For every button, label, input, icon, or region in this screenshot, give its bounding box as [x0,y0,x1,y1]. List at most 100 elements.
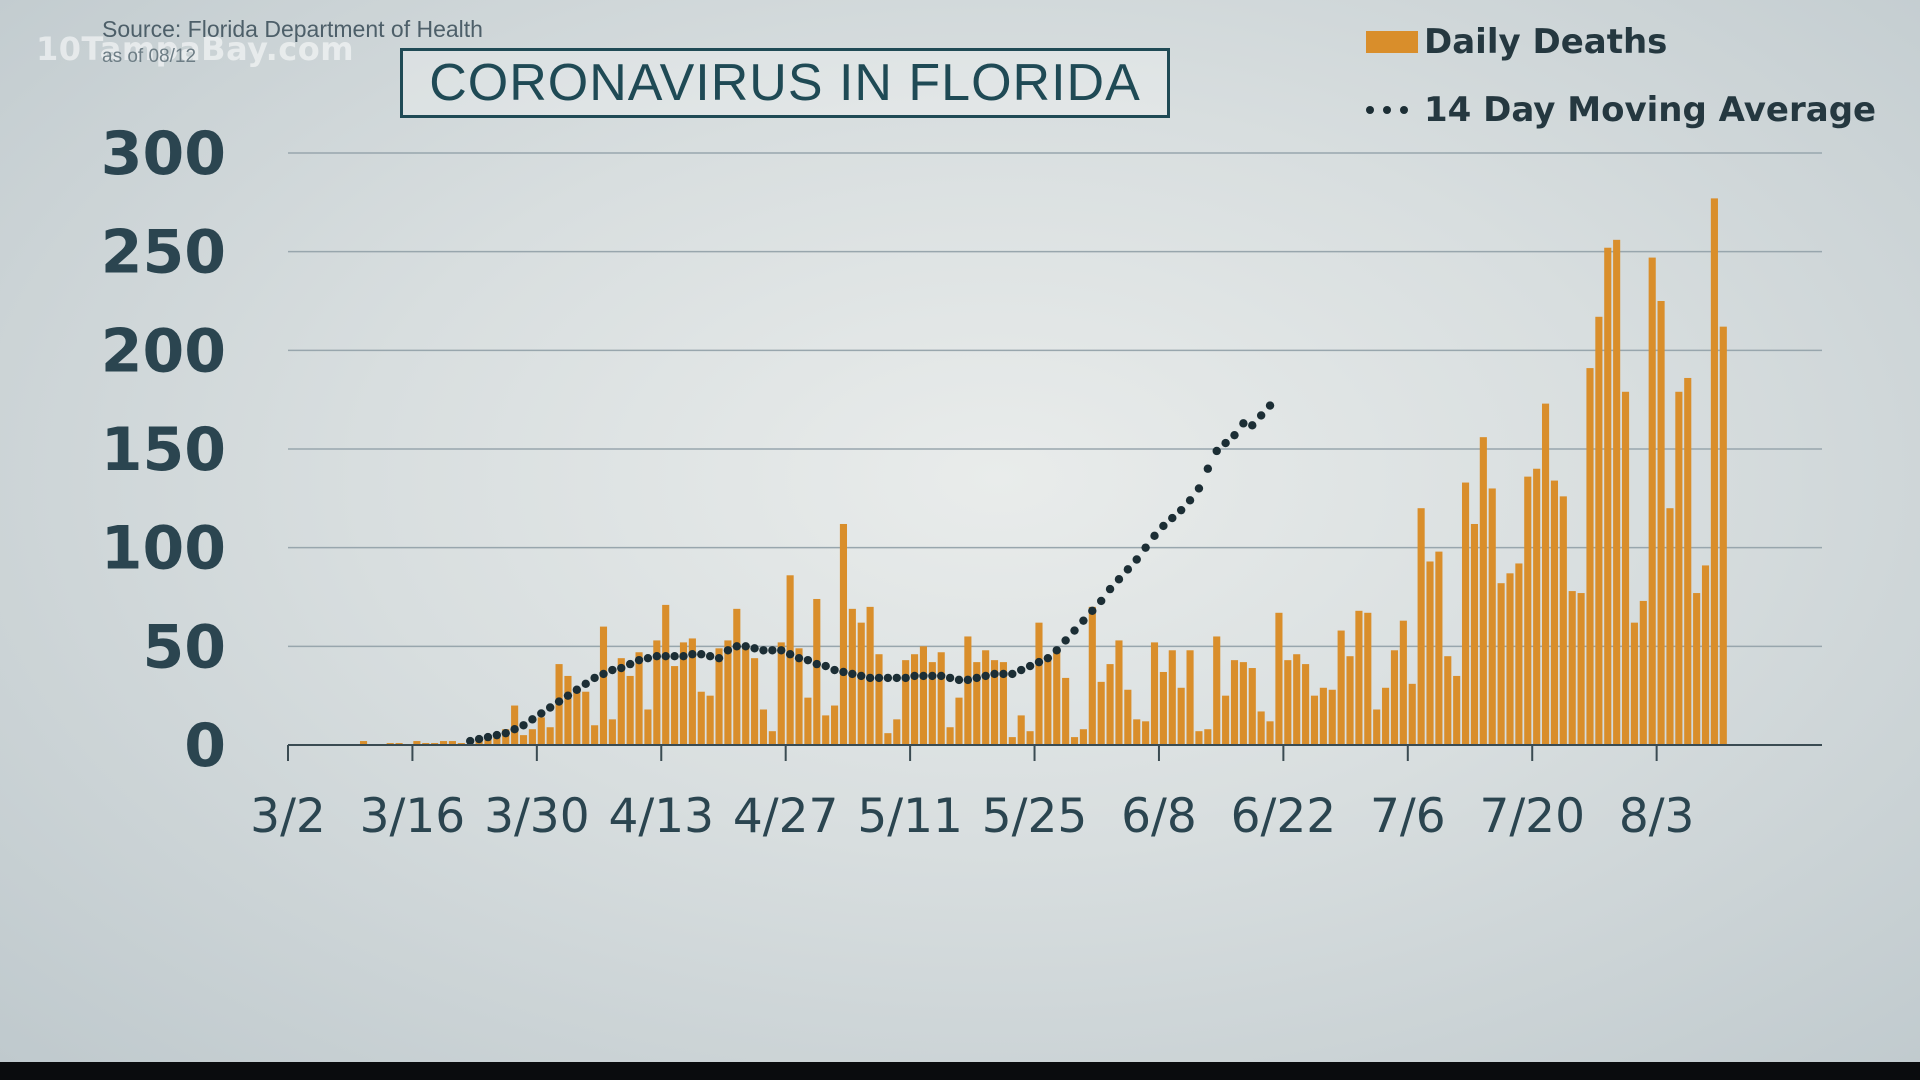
bar-day-58 [804,697,812,745]
source-label: Source: Florida Department of Health [102,16,483,42]
bar-day-38 [626,675,634,745]
y-tick-label-300: 300 [101,119,226,189]
bar-day-108 [1248,668,1256,745]
bar-day-82 [1017,715,1025,745]
bar-day-141 [1541,403,1550,745]
bar-day-140 [1533,468,1541,745]
y-tick-labels: 0 50 100 150 200 250 300 [101,119,226,781]
bar-day-88 [1070,737,1079,745]
bar-series [359,198,1727,746]
bar-day-107 [1239,662,1247,745]
avg-point-66 [874,673,884,683]
avg-point-30 [554,697,564,706]
bar-day-114 [1302,664,1310,745]
avg-point-72 [928,671,937,681]
bottom-letterbox [0,1062,1920,1080]
bar-day-84 [1035,622,1043,745]
bar-day-93 [1115,640,1123,745]
avg-point-75 [954,675,964,685]
x-tick-label-3: 4/13 [608,789,714,844]
avg-point-97 [1150,531,1159,541]
avg-point-56 [785,650,795,659]
avg-point-110 [1265,401,1275,410]
avg-point-43 [670,652,679,661]
avg-point-61 [830,665,839,675]
bar-day-122 [1373,709,1381,745]
chart-title: CORONAVIRUS IN FLORIDA [429,54,1141,112]
bar-day-39 [635,652,643,745]
bar-day-75 [955,697,963,745]
bar-day-56 [786,575,794,745]
bar-day-41 [653,640,661,745]
avg-point-65 [865,673,875,683]
bar-day-154 [1657,301,1665,745]
avg-point-77 [972,673,981,683]
bar-day-32 [573,689,581,745]
bar-day-69 [902,660,910,745]
bar-day-91 [1097,681,1105,745]
avg-point-55 [777,646,786,655]
avg-point-62 [839,667,848,677]
bar-day-35 [599,626,608,745]
bar-day-61 [831,705,839,745]
bar-day-27 [528,729,536,745]
bar-day-17 [439,741,448,745]
avg-point-109 [1256,411,1266,420]
bar-day-70 [910,654,919,745]
bar-day-80 [999,662,1007,745]
bar-day-126 [1408,683,1416,745]
avg-point-26 [519,721,528,730]
bar-day-138 [1515,563,1523,745]
bar-day-18 [448,741,456,745]
bar-day-97 [1150,642,1159,745]
avg-point-53 [759,646,768,655]
legend-label-daily-deaths: Daily Deaths [1424,22,1668,62]
bar-day-161 [1719,326,1727,745]
bar-day-143 [1559,496,1567,745]
dotted-line-icon [1366,106,1424,114]
avg-point-21 [474,734,484,744]
bar-day-152 [1639,600,1647,745]
bar-day-64 [857,622,865,745]
avg-point-86 [1052,646,1061,655]
bar-day-47 [706,695,714,745]
avg-point-51 [741,642,750,651]
x-tick-labels: 3/2 3/16 3/30 4/13 4/27 5/11 5/25 6/8 6/22 7/6 7/2… [250,789,1694,844]
bar-day-54 [768,731,776,745]
x-tick-label-1: 3/16 [360,789,466,844]
avg-point-31 [563,691,573,700]
avg-point-23 [492,730,502,740]
avg-point-106 [1230,430,1239,440]
bar-day-158 [1693,593,1701,745]
bar-day-72 [928,662,936,745]
avg-point-99 [1168,513,1177,523]
bar-day-127 [1417,508,1425,745]
bar-day-109 [1257,711,1265,745]
bar-day-92 [1106,664,1114,745]
avg-point-95 [1132,555,1141,564]
avg-point-102 [1194,484,1204,493]
avg-point-40 [643,653,653,663]
x-tick-label-6: 5/25 [982,789,1088,844]
bar-day-112 [1284,660,1292,745]
bar-day-106 [1230,660,1239,745]
bar-day-77 [973,662,981,745]
avg-point-69 [901,673,910,683]
bar-day-76 [964,636,972,745]
avg-point-44 [679,652,688,661]
bar-day-101 [1186,650,1194,745]
bar-day-42 [662,604,670,745]
avg-point-20 [465,736,475,746]
bar-day-116 [1319,687,1327,745]
avg-point-79 [990,669,999,679]
avg-point-58 [803,655,813,665]
bar-day-40 [644,709,652,745]
bar-day-73 [937,652,945,745]
as-of-label: as of 08/12 [102,46,197,67]
bar-day-34 [591,725,599,745]
x-tick-label-5: 5/11 [857,789,963,844]
bar-day-139 [1524,476,1532,745]
avg-point-67 [883,673,893,683]
y-tick-label-250: 250 [101,218,226,288]
